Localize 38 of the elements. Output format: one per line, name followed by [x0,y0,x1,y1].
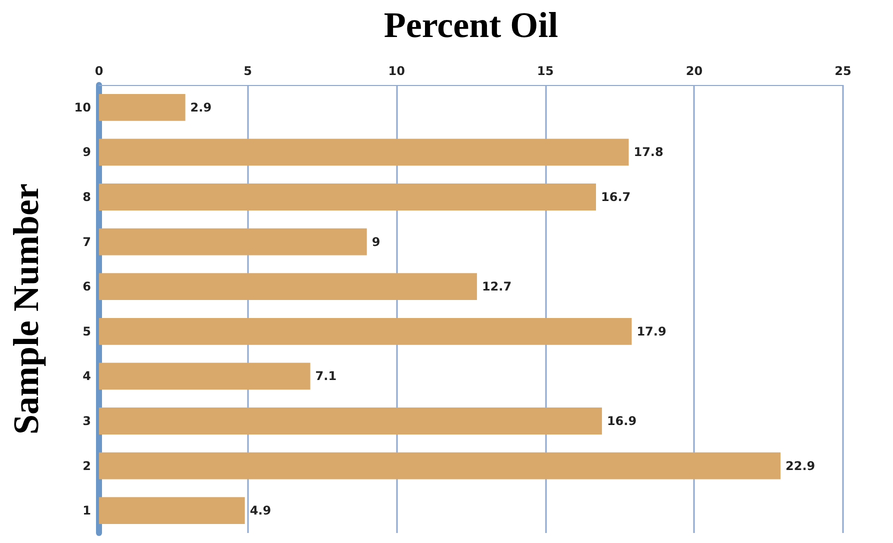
x-tick-label: 25 [834,64,852,78]
y-axis-title: Sample Number [6,183,46,434]
data-label: 17.8 [634,145,664,160]
bar [99,362,310,390]
x-tick-label: 0 [94,64,104,78]
y-tick-label: 4 [82,369,91,384]
y-tick-label: 1 [82,504,91,518]
y-tick-label: 2 [82,458,91,473]
bar [99,228,367,256]
bar [99,497,245,524]
data-label: 16.7 [600,190,631,204]
y-tick-label: 7 [82,234,91,249]
data-label: 2.9 [190,100,212,114]
data-label: 12.7 [482,280,512,294]
y-tick-label: 6 [82,280,91,294]
bar [99,273,477,300]
x-tick-label: 15 [537,64,554,78]
bar [99,452,781,480]
x-axis-title: Percent Oil [384,5,558,45]
x-tick-label: 10 [388,64,405,78]
bar [99,94,186,121]
data-label: 4.9 [250,504,272,518]
data-label: 7.1 [315,369,337,384]
bar [99,408,602,434]
x-tick-label: 5 [244,64,252,78]
bar [99,138,629,166]
x-tick-label: 20 [686,64,703,78]
y-tick-label: 8 [82,190,91,204]
bar [99,184,596,210]
data-label: 9 [372,234,380,249]
bar [99,318,632,345]
y-tick-label: 5 [82,324,91,338]
data-label: 22.9 [786,458,816,473]
y-tick-label: 3 [82,414,91,428]
y-tick-label: 9 [82,145,91,160]
data-label: 16.9 [606,414,637,428]
data-label: 17.9 [636,324,666,338]
y-tick-label: 10 [74,100,91,114]
